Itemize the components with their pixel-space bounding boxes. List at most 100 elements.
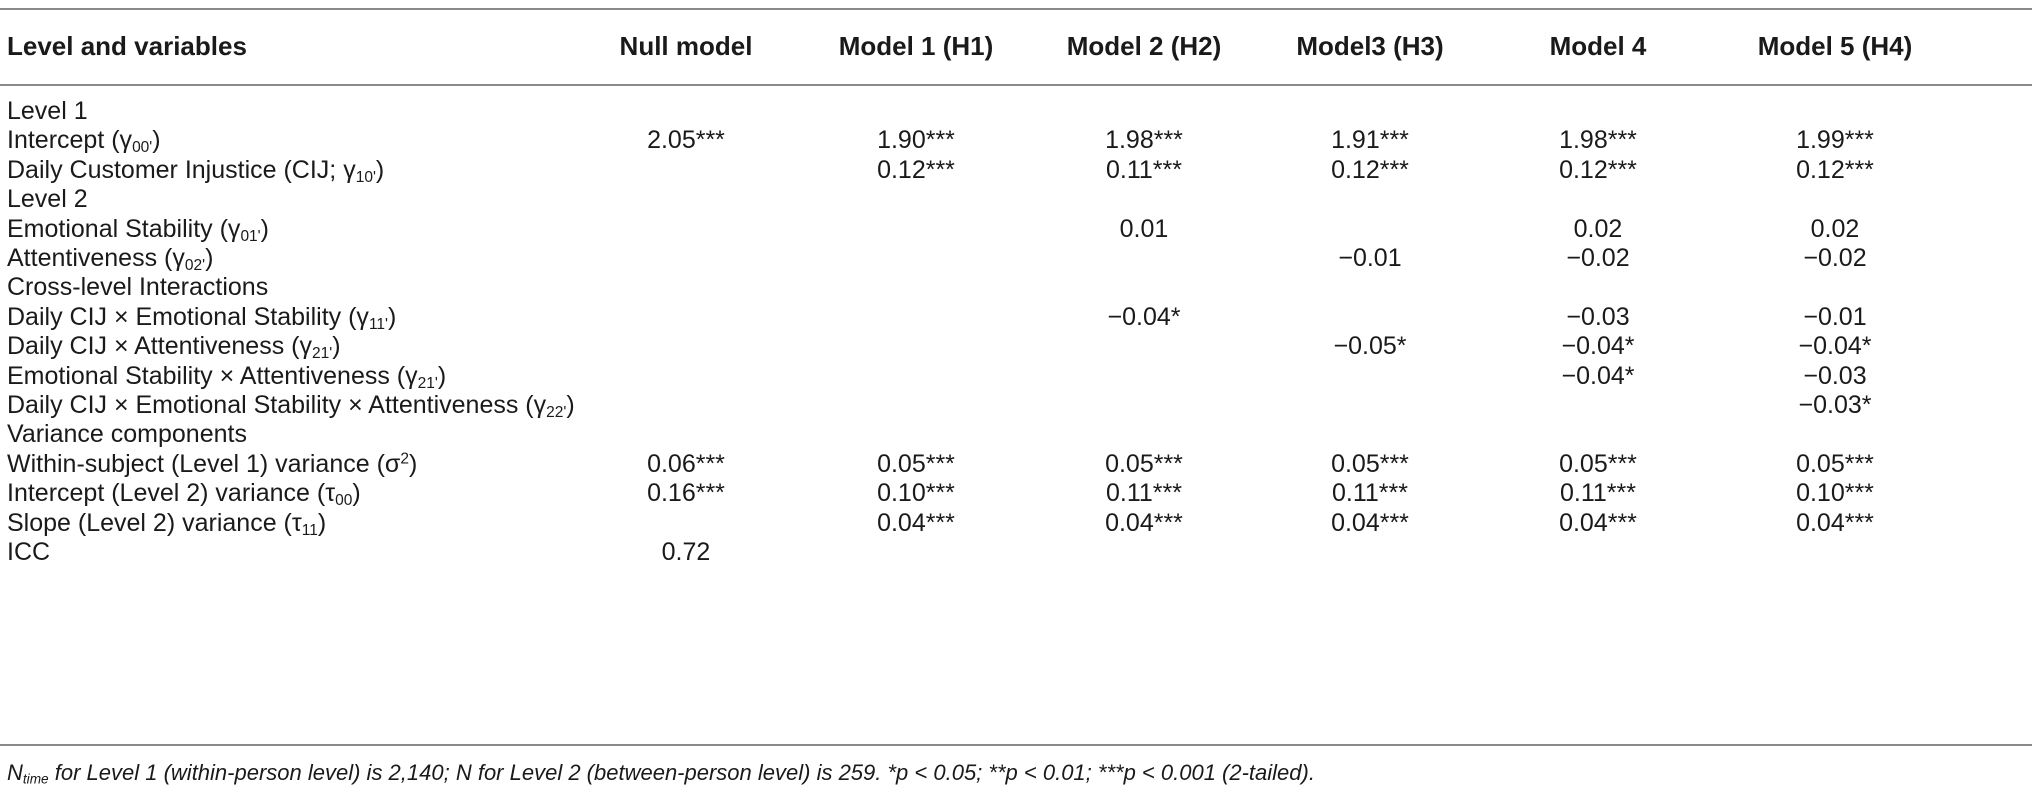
table-cell: 1.90*** bbox=[877, 126, 955, 155]
row-label-text: ICC bbox=[7, 538, 51, 566]
table-cell: 0.04*** bbox=[1105, 508, 1183, 537]
table-row: Slope (Level 2) variance (τ11) 0.04*** 0.0… bbox=[0, 504, 2032, 542]
row-label-text: Emotional Stability (γ bbox=[7, 214, 241, 243]
table-cell: −0.05* bbox=[1333, 332, 1407, 361]
table-cell: 0.04*** bbox=[877, 508, 955, 537]
row-label: Intercept (γ00') bbox=[7, 121, 161, 159]
row-label-subscript: 02' bbox=[184, 256, 206, 274]
table-cell: 0.12*** bbox=[1796, 155, 1874, 184]
table-cell: −0.04* bbox=[1561, 332, 1635, 361]
row-label-close: ) bbox=[352, 479, 361, 508]
row-label-text: Cross-level Interactions bbox=[7, 273, 269, 302]
footnote-n-subscript: time bbox=[22, 771, 49, 787]
row-label: Daily CIJ × Emotional Stability (γ11') bbox=[7, 298, 396, 336]
row-label: Variance components bbox=[7, 415, 247, 453]
table-cell: −0.01 bbox=[1338, 244, 1402, 272]
table-cell: −0.02 bbox=[1566, 244, 1630, 272]
table-cell: −0.04* bbox=[1561, 361, 1635, 390]
table-row: Intercept (γ00') 2.05*** 1.90*** 1.98*** 1.9… bbox=[0, 121, 2032, 159]
table-cell: 0.02 bbox=[1810, 214, 1860, 243]
table-cell: 0.05*** bbox=[1331, 449, 1409, 478]
table-row: Daily Customer Injustice (CIJ; γ10') 0.12… bbox=[0, 151, 2032, 189]
table-cell: 0.11*** bbox=[1560, 479, 1636, 508]
table-row: Daily CIJ × Attentiveness (γ21') −0.05* −0… bbox=[0, 327, 2032, 365]
row-label-close: ) bbox=[566, 391, 575, 419]
table-cell: −0.02 bbox=[1803, 244, 1867, 272]
row-label-close: ) bbox=[375, 155, 385, 184]
row-label-text: Daily CIJ × Emotional Stability × Attent… bbox=[7, 391, 547, 419]
table-row: Emotional Stability × Attentiveness (γ21… bbox=[0, 357, 2032, 395]
row-label-subscript: 00 bbox=[335, 492, 353, 510]
row-label: Intercept (Level 2) variance (τ00) bbox=[7, 474, 361, 512]
header-model-4: Model 4 bbox=[1549, 31, 1647, 61]
row-label: Slope (Level 2) variance (τ11) bbox=[7, 504, 326, 542]
row-label-text: Intercept (γ bbox=[7, 126, 133, 155]
row-label-text: Within-subject (Level 1) variance (σ bbox=[7, 449, 401, 478]
row-label-close: ) bbox=[332, 332, 341, 361]
table-footnote: Ntime for Level 1 (within-person level) … bbox=[7, 760, 1315, 786]
row-label-text: Daily Customer Injustice (CIJ; γ bbox=[7, 155, 356, 184]
row-label: Within-subject (Level 1) variance (σ2) bbox=[7, 445, 417, 483]
table-header: Level and variables Null model Model 1 (… bbox=[0, 26, 2032, 66]
row-label: Daily CIJ × Emotional Stability × Attent… bbox=[7, 386, 575, 424]
header-model-5: Model 5 (H4) bbox=[1757, 31, 1913, 61]
row-label: Attentiveness (γ02') bbox=[7, 239, 213, 277]
row-label: Daily CIJ × Attentiveness (γ21') bbox=[7, 327, 341, 365]
table-cell: 0.11*** bbox=[1106, 155, 1182, 184]
row-label-text: Level 2 bbox=[7, 185, 88, 214]
row-label-close: ) bbox=[317, 508, 327, 537]
row-label-text: Variance components bbox=[7, 420, 247, 449]
table-cell: 0.16*** bbox=[647, 479, 725, 508]
footnote-n: N bbox=[7, 760, 23, 785]
table-row: Variance components bbox=[0, 415, 2032, 453]
row-label-close: ) bbox=[437, 361, 447, 390]
header-level-and-variables: Level and variables bbox=[7, 31, 247, 61]
table-cell: −0.04* bbox=[1107, 302, 1181, 331]
table-row: Emotional Stability (γ01') 0.01 0.02 0.02 bbox=[0, 210, 2032, 248]
table-row: Cross-level Interactions bbox=[0, 268, 2032, 306]
table-cell: 0.11*** bbox=[1332, 479, 1408, 508]
header-rule bbox=[0, 84, 2032, 86]
row-label-subscript: 11 bbox=[301, 521, 318, 539]
row-label-subscript: 01' bbox=[240, 227, 261, 245]
table-row: Level 1 bbox=[0, 92, 2032, 130]
bottom-rule bbox=[0, 744, 2032, 746]
table-row: Attentiveness (γ02') −0.01 −0.02 −0.02 bbox=[0, 239, 2032, 277]
row-label: Emotional Stability × Attentiveness (γ21… bbox=[7, 357, 446, 395]
row-label-subscript: 22' bbox=[546, 403, 567, 421]
row-label-subscript: 21' bbox=[417, 374, 438, 392]
top-rule bbox=[0, 8, 2032, 10]
row-label: Emotional Stability (γ01') bbox=[7, 210, 269, 248]
header-model-2: Model 2 (H2) bbox=[1066, 31, 1222, 61]
table-row: Daily CIJ × Emotional Stability (γ11') −0… bbox=[0, 298, 2032, 336]
table-cell: 0.11*** bbox=[1106, 479, 1182, 508]
row-label-subscript: 11' bbox=[368, 315, 388, 333]
table-cell: 0.05*** bbox=[877, 449, 955, 478]
table-cell: 0.04*** bbox=[1796, 508, 1874, 537]
table-cell: 0.02 bbox=[1573, 214, 1623, 243]
table-cell: 0.10*** bbox=[1796, 479, 1874, 508]
row-label-close: ) bbox=[260, 214, 269, 243]
row-label-text: Attentiveness (γ bbox=[7, 244, 185, 272]
row-label: Level 1 bbox=[7, 92, 88, 130]
row-label-superscript: 2 bbox=[400, 450, 409, 468]
row-label-text: Level 1 bbox=[7, 97, 88, 125]
table-row: Level 2 bbox=[0, 180, 2032, 218]
table-cell: −0.04* bbox=[1798, 332, 1872, 361]
table-cell: 2.05*** bbox=[647, 126, 725, 155]
table-cell: 1.98*** bbox=[1559, 126, 1637, 155]
row-label-text: Daily CIJ × Attentiveness (γ bbox=[7, 332, 312, 361]
row-label-close: ) bbox=[408, 449, 418, 478]
table-cell: 0.10*** bbox=[877, 479, 955, 508]
row-label: Cross-level Interactions bbox=[7, 268, 268, 306]
footnote-text: for Level 1 (within-person level) is 2,1… bbox=[48, 760, 1315, 785]
row-label-close: ) bbox=[205, 244, 214, 272]
header-null-model: Null model bbox=[619, 31, 753, 61]
table-cell: 0.12*** bbox=[877, 155, 955, 184]
header-model-3: Model3 (H3) bbox=[1296, 31, 1444, 61]
header-model-1: Model 1 (H1) bbox=[838, 31, 994, 61]
table-row: ICC 0.72 bbox=[0, 533, 2032, 571]
row-label-text: Emotional Stability × Attentiveness (γ bbox=[7, 361, 418, 390]
table-cell: 0.04*** bbox=[1331, 508, 1409, 537]
row-label-text: Intercept (Level 2) variance (τ bbox=[7, 479, 336, 508]
